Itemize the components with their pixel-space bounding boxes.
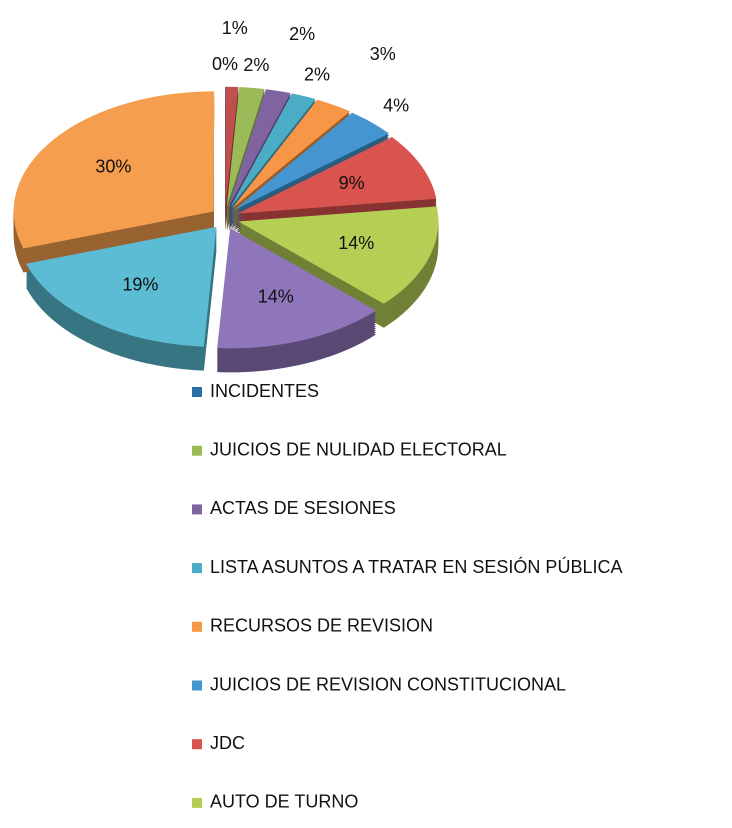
data-label: 2%	[243, 55, 269, 75]
legend-swatch	[192, 387, 202, 397]
legend-label: INCIDENTES	[210, 381, 319, 401]
legend-swatch	[192, 739, 202, 749]
data-label: 0%	[212, 54, 238, 74]
data-label: 2%	[304, 65, 330, 85]
legend-label: JDC	[210, 733, 245, 753]
legend-swatch	[192, 681, 202, 691]
data-label: 19%	[122, 274, 158, 294]
legend-label: AUTO DE TURNO	[210, 792, 358, 812]
legend-swatch	[192, 563, 202, 573]
legend-swatch	[192, 504, 202, 514]
legend-swatch	[192, 446, 202, 456]
legend-label: RECURSOS DE REVISION	[210, 616, 433, 636]
legend-label: LISTA ASUNTOS A TRATAR EN SESIÓN PÚBLICA	[210, 556, 622, 577]
legend-swatch	[192, 622, 202, 632]
legend-swatch	[192, 798, 202, 808]
data-label: 4%	[383, 95, 409, 115]
data-label: 3%	[370, 44, 396, 64]
data-label: 1%	[222, 18, 248, 38]
data-label: 14%	[258, 286, 294, 306]
data-label: 14%	[338, 233, 374, 253]
legend-label: ACTAS DE SESIONES	[210, 498, 396, 518]
data-label: 2%	[289, 24, 315, 44]
legend-label: JUICIOS DE NULIDAD ELECTORAL	[210, 439, 507, 459]
data-label: 30%	[95, 156, 131, 176]
data-label: 9%	[339, 173, 365, 193]
legend-label: JUICIOS DE REVISION CONSTITUCIONAL	[210, 674, 566, 694]
